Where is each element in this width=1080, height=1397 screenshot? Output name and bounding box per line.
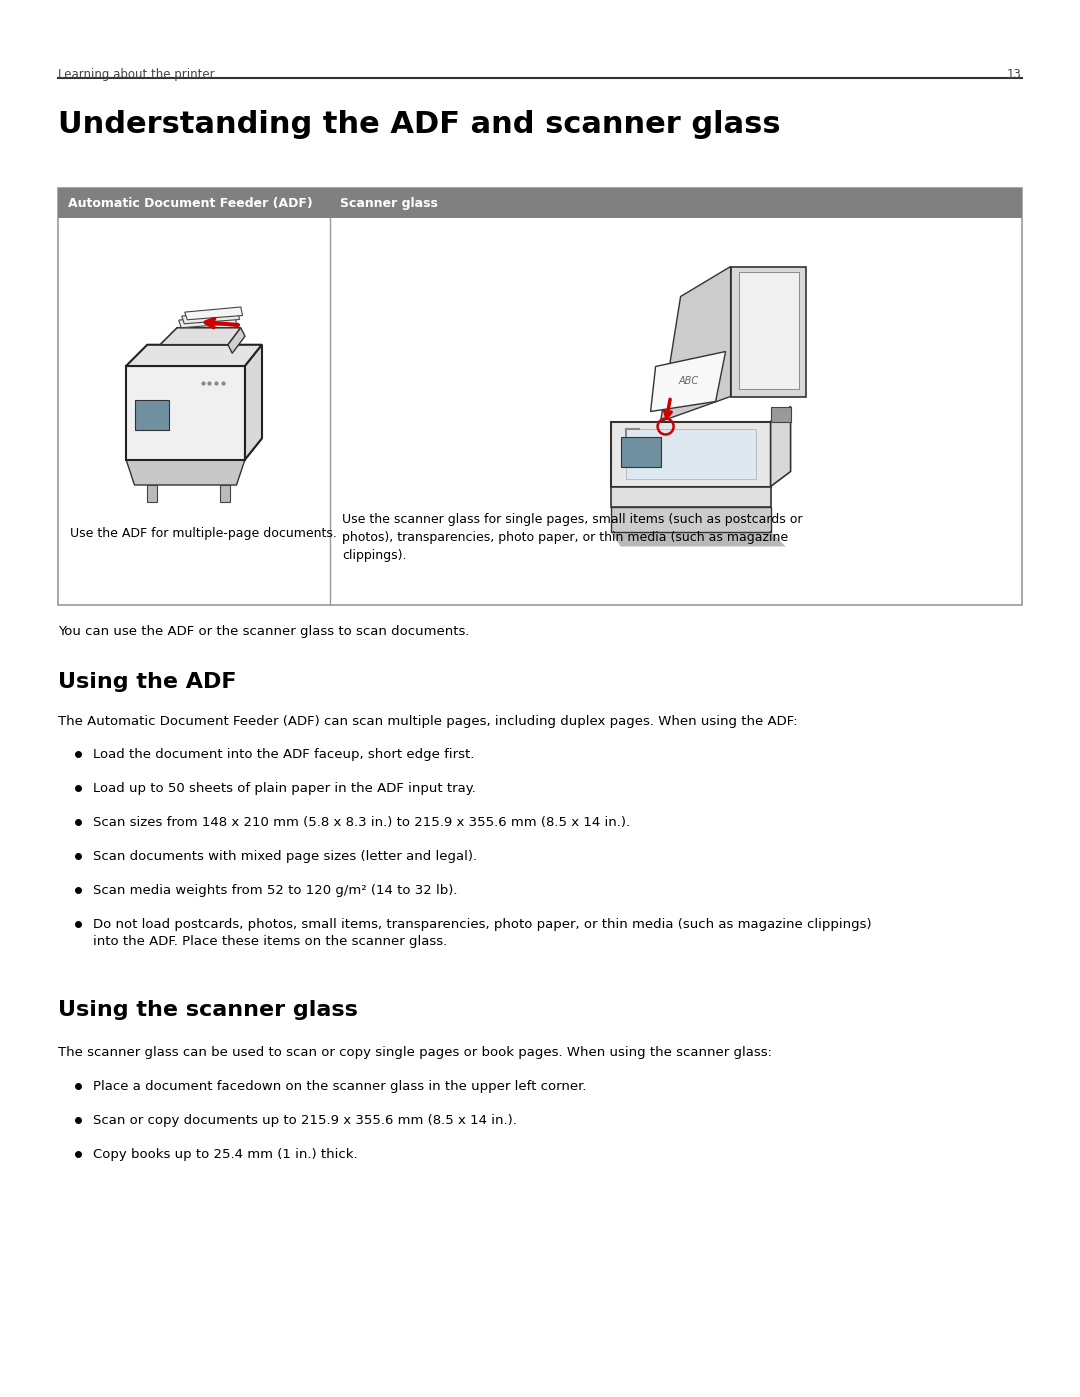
Text: Load the document into the ADF faceup, short edge first.: Load the document into the ADF faceup, s… [93, 747, 474, 761]
Polygon shape [610, 507, 771, 531]
Text: ABC: ABC [678, 377, 699, 387]
Polygon shape [610, 486, 771, 507]
Text: Use the scanner glass for single pages, small items (such as postcards or: Use the scanner glass for single pages, … [342, 513, 802, 527]
Polygon shape [610, 422, 771, 486]
Polygon shape [181, 312, 240, 324]
Bar [58, 189, 1022, 218]
Polygon shape [219, 485, 230, 502]
Polygon shape [771, 407, 791, 486]
Polygon shape [228, 328, 245, 353]
Text: Scanner glass: Scanner glass [340, 197, 437, 210]
Polygon shape [610, 531, 785, 546]
Polygon shape [126, 460, 245, 485]
Text: 13: 13 [1008, 68, 1022, 81]
Text: Scan or copy documents up to 215.9 x 355.6 mm (8.5 x 14 in.).: Scan or copy documents up to 215.9 x 355… [93, 1113, 517, 1127]
Bar [58, 189, 1022, 605]
Polygon shape [245, 345, 262, 460]
Polygon shape [650, 352, 726, 412]
Text: Load up to 50 sheets of plain paper in the ADF input tray.: Load up to 50 sheets of plain paper in t… [93, 782, 476, 795]
Text: The Automatic Document Feeder (ADF) can scan multiple pages, including duplex pa: The Automatic Document Feeder (ADF) can … [58, 715, 798, 728]
Polygon shape [771, 407, 791, 422]
Polygon shape [185, 307, 243, 320]
Polygon shape [126, 345, 262, 366]
Polygon shape [739, 271, 798, 388]
Text: into the ADF. Place these items on the scanner glass.: into the ADF. Place these items on the s… [93, 935, 447, 949]
Text: Understanding the ADF and scanner glass: Understanding the ADF and scanner glass [58, 110, 781, 138]
Text: Using the scanner glass: Using the scanner glass [58, 1000, 357, 1020]
Text: Use the ADF for multiple-page documents.: Use the ADF for multiple-page documents. [70, 527, 337, 541]
Text: The scanner glass can be used to scan or copy single pages or book pages. When u: The scanner glass can be used to scan or… [58, 1046, 772, 1059]
Text: Using the ADF: Using the ADF [58, 672, 237, 692]
Text: Scan sizes from 148 x 210 mm (5.8 x 8.3 in.) to 215.9 x 355.6 mm (8.5 x 14 in.).: Scan sizes from 148 x 210 mm (5.8 x 8.3 … [93, 816, 630, 828]
Polygon shape [661, 267, 730, 422]
Polygon shape [730, 267, 806, 397]
Text: Automatic Document Feeder (ADF): Automatic Document Feeder (ADF) [68, 197, 313, 210]
Polygon shape [625, 429, 756, 479]
Polygon shape [621, 436, 661, 467]
Polygon shape [147, 485, 158, 502]
Text: Do not load postcards, photos, small items, transparencies, photo paper, or thin: Do not load postcards, photos, small ite… [93, 918, 872, 930]
Polygon shape [135, 400, 168, 430]
Text: You can use the ADF or the scanner glass to scan documents.: You can use the ADF or the scanner glass… [58, 624, 470, 638]
Polygon shape [126, 439, 262, 460]
Polygon shape [160, 328, 241, 345]
Text: Scan documents with mixed page sizes (letter and legal).: Scan documents with mixed page sizes (le… [93, 849, 477, 863]
Polygon shape [178, 314, 237, 328]
Text: photos), transparencies, photo paper, or thin media (such as magazine: photos), transparencies, photo paper, or… [342, 531, 788, 543]
Text: Place a document facedown on the scanner glass in the upper left corner.: Place a document facedown on the scanner… [93, 1080, 586, 1092]
Text: Scan media weights from 52 to 120 g/m² (14 to 32 lb).: Scan media weights from 52 to 120 g/m² (… [93, 884, 458, 897]
Text: Learning about the printer: Learning about the printer [58, 68, 215, 81]
Text: Copy books up to 25.4 mm (1 in.) thick.: Copy books up to 25.4 mm (1 in.) thick. [93, 1148, 357, 1161]
Polygon shape [126, 366, 245, 460]
Text: clippings).: clippings). [342, 549, 406, 562]
